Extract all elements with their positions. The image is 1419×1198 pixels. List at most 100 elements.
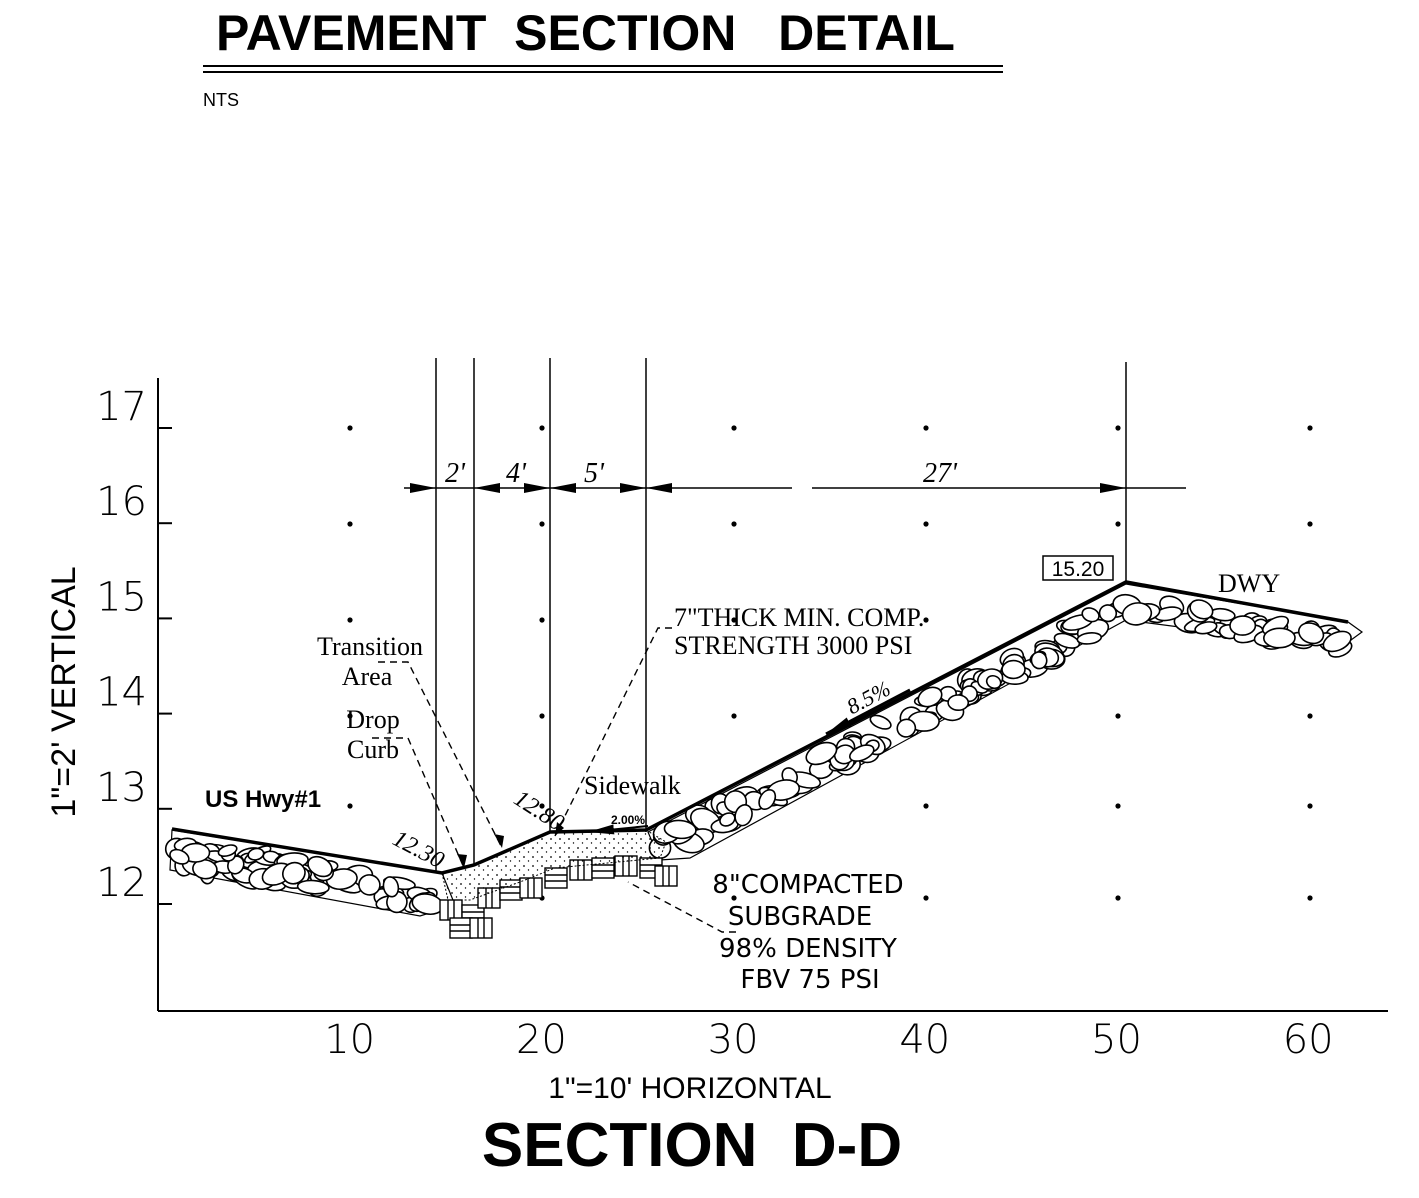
grid-dot: [731, 713, 737, 719]
aggregate-stone: [358, 874, 381, 896]
grid-dot: [347, 521, 353, 527]
grid-dot: [1115, 895, 1121, 901]
aggregate-stone: [281, 861, 306, 885]
grid-dot: [731, 895, 737, 901]
grid-dot: [923, 425, 929, 431]
y-tick-label: 13: [96, 765, 147, 811]
grid-dot: [923, 521, 929, 527]
aggregate-stone: [1194, 621, 1218, 635]
grid-dot: [539, 425, 545, 431]
grid-dot: [347, 617, 353, 623]
dimension-2ft: 2': [445, 458, 466, 489]
subgrade-note-4: FBV 75 PSI: [740, 965, 879, 995]
x-tick-label: 20: [516, 1017, 567, 1063]
grid-dot: [923, 617, 929, 623]
grid-dot: [347, 713, 353, 719]
subgrade-note-1: 8"COMPACTED: [712, 870, 903, 900]
elevation-driveway: 15.20: [1052, 558, 1105, 581]
grid-dot: [539, 803, 545, 809]
aggregate-stone: [1263, 627, 1296, 649]
aggregate-stone: [1081, 607, 1100, 623]
sidewalk-slope: 2.00%: [611, 813, 645, 827]
leader-lines: [372, 627, 736, 933]
aggregate-stone: [805, 741, 838, 766]
aggregate-stone: [1076, 632, 1103, 645]
elevation-box: [1042, 555, 1114, 581]
y-tick-label: 14: [96, 670, 147, 716]
driveway-slope-arrow: [825, 688, 911, 736]
driveway-aggregate-stones: [648, 593, 1353, 860]
dimension-4ft: 4': [506, 458, 527, 489]
aggregate-stone: [192, 858, 218, 880]
y-tick-label: 16: [96, 479, 147, 525]
sidewalk-label: Sidewalk: [584, 771, 681, 800]
grid-dot: [1307, 521, 1313, 527]
aggregate-stone: [1098, 604, 1118, 623]
grid-dot: [347, 425, 353, 431]
y-tick-label: 12: [96, 860, 147, 906]
grid-dot: [731, 425, 737, 431]
aggregate-stone: [758, 789, 777, 810]
aggregate-stone: [985, 674, 1002, 690]
leader-arrowhead-1: [494, 834, 504, 848]
grid-dot: [1115, 713, 1121, 719]
aggregate-stone: [849, 744, 875, 762]
x-tick-label: 50: [1091, 1017, 1142, 1063]
sidewalk-slope-arrow: [587, 824, 649, 835]
subgrade-block: [449, 917, 473, 939]
aggregate-stone: [1229, 615, 1257, 636]
x-tick-label: 30: [708, 1017, 759, 1063]
grid-dot: [539, 713, 545, 719]
driveway-label: DWY: [1218, 569, 1280, 598]
concrete-note-2: STRENGTH 3000 PSI: [674, 631, 912, 660]
subgrade-block: [519, 877, 543, 899]
drop-curb-label-1: Drop: [346, 705, 399, 734]
aggregate-stone: [1030, 651, 1048, 670]
aggregate-stone: [217, 844, 238, 857]
aggregate-stone: [947, 694, 970, 712]
dimension-27ft: 27': [923, 458, 958, 489]
section-title: SECTION D-D: [482, 1111, 902, 1180]
grid-dot: [923, 895, 929, 901]
aggregate-stone: [296, 879, 330, 895]
aggregate-stone: [169, 848, 190, 865]
sheet-title: PAVEMENT SECTION DETAIL: [216, 5, 955, 61]
aggregate-stone: [1001, 659, 1026, 680]
grid-dot: [539, 617, 545, 623]
x-tick-label: 10: [324, 1017, 375, 1063]
aggregate-stone: [307, 855, 333, 878]
grid-dot: [347, 803, 353, 809]
subgrade-block: [469, 917, 493, 939]
finished-grade-profile: [171, 580, 1349, 875]
grid-dot: [1307, 803, 1313, 809]
scale-note: NTS: [203, 90, 239, 110]
drop-curb-label-2: Curb: [347, 735, 399, 764]
aggregate-stone: [1189, 599, 1214, 620]
grid-dot: [1307, 425, 1313, 431]
road-aggregate-stones: [164, 837, 444, 916]
transition-area-label-1: Transition: [317, 632, 423, 661]
y-tick-label: 17: [96, 384, 147, 430]
leader-arrowhead-3: [555, 822, 564, 836]
transition-area-label-2: Area: [342, 662, 393, 691]
horizontal-scale-label: 1"=10' HORIZONTAL: [548, 1072, 831, 1105]
grid-dot: [539, 521, 545, 527]
aggregate-stone: [1297, 622, 1325, 645]
x-tick-label: 40: [899, 1017, 950, 1063]
y-tick-label: 15: [96, 574, 147, 620]
grid-dot: [731, 617, 737, 623]
aggregate-stone: [247, 847, 265, 861]
subgrade-block: [439, 899, 463, 921]
x-axis-ticks: 10 20 30 40 50 60: [324, 1017, 1333, 1063]
subgrade-block: [654, 865, 678, 887]
subgrade-note-3: 98% DENSITY: [719, 934, 897, 964]
y-axis-ticks: 17 16 15 14 13 12: [96, 384, 172, 906]
grid-dot: [731, 521, 737, 527]
grid-dot: [923, 803, 929, 809]
vertical-scale-label: 1"=2' VERTICAL: [45, 566, 83, 817]
aggregate-stone: [869, 714, 892, 730]
grid-dot: [1307, 895, 1313, 901]
dimension-5ft: 5': [584, 458, 605, 489]
